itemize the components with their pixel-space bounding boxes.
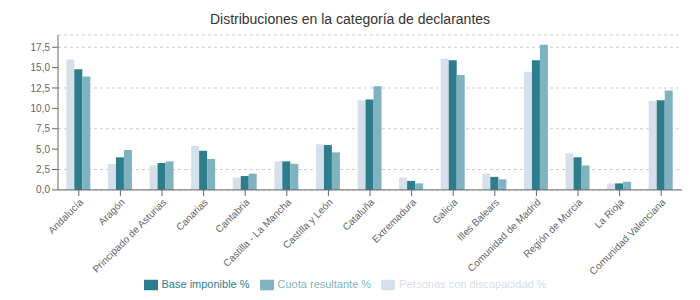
svg-text:Castilla y León: Castilla y León [281,197,335,251]
svg-text:10,0: 10,0 [31,103,51,114]
svg-text:Región de Murcia: Región de Murcia [521,196,585,260]
svg-text:15,0: 15,0 [31,62,51,73]
svg-text:7,5: 7,5 [36,123,50,134]
svg-text:Cataluña: Cataluña [340,196,376,232]
svg-text:La Rioja: La Rioja [592,196,626,230]
svg-text:Comunidad de Madrid: Comunidad de Madrid [465,197,542,274]
svg-text:Comunidad Valenciana: Comunidad Valenciana [587,196,668,277]
html-text:Cuota resultante %: Cuota resultante % [277,277,372,290]
svg-text:Castilla - La Mancha: Castilla - La Mancha [221,196,294,269]
svg-text:2,5: 2,5 [36,164,50,175]
svg-text:Principado de Asturias: Principado de Asturias [90,197,168,275]
html-text:Distribuciones en la categoría: Distribuciones en la categoría de declar… [209,11,491,27]
svg-text:Extremadura: Extremadura [370,196,419,245]
html-text:Personas con discapacidad %: Personas con discapacidad % [399,277,547,290]
svg-text:Andalucía: Andalucía [46,196,86,236]
svg-text:Galicia: Galicia [430,196,460,226]
svg-text:17,5: 17,5 [31,42,51,53]
svg-text:12,5: 12,5 [31,83,51,94]
html-text:Base imponible %: Base imponible % [161,277,250,290]
svg-text:Illes Balears: Illes Balears [455,197,501,243]
svg-text:Canarias: Canarias [174,197,210,233]
svg-text:5,0: 5,0 [36,144,50,155]
svg-text:0,0: 0,0 [36,184,50,195]
svg-text:Cantabria: Cantabria [213,196,252,235]
svg-text:Aragón: Aragón [96,197,127,228]
